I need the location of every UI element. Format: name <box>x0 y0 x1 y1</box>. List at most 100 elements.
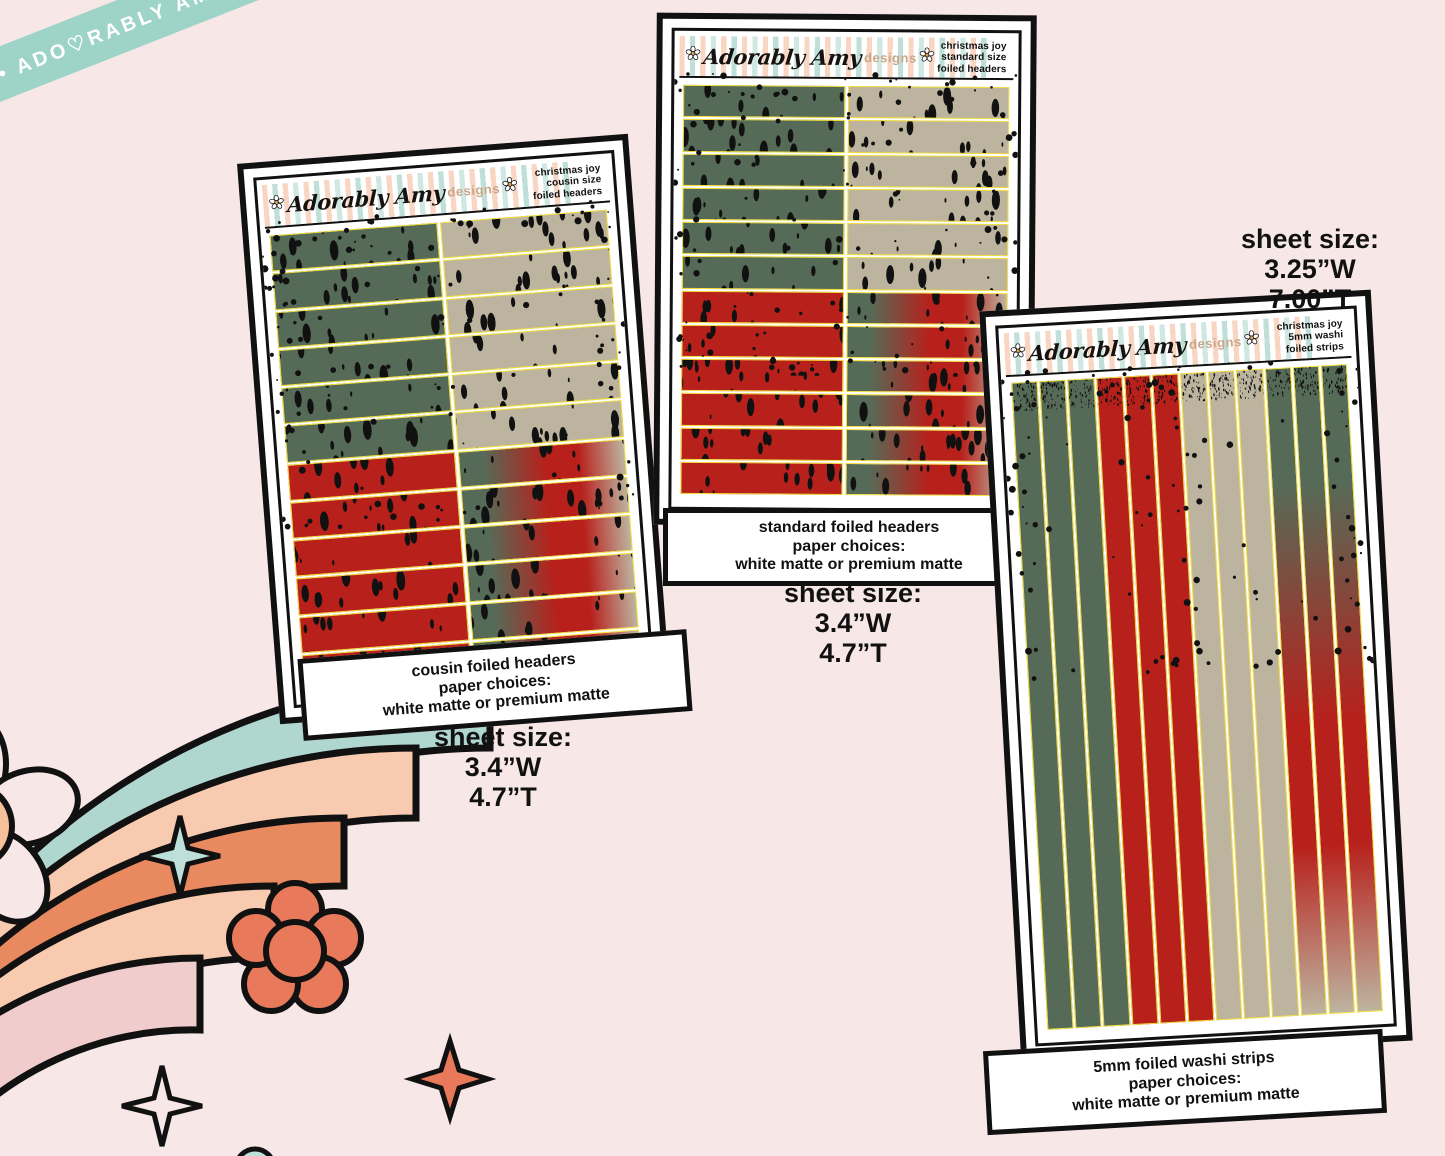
speckle-texture <box>681 290 844 324</box>
speckle-texture <box>859 428 992 462</box>
speckle-texture <box>1039 379 1071 411</box>
size-line: 4.7”T <box>819 638 887 669</box>
sticker-column-right <box>439 209 642 680</box>
speckle-texture <box>682 221 841 256</box>
logo-script: Adorably Amy <box>702 43 863 70</box>
speckle-texture <box>1320 364 1351 395</box>
speckle-texture <box>1124 375 1154 406</box>
smiley-daisy-icon <box>0 730 81 925</box>
speckle-texture <box>680 427 772 461</box>
speckle-texture <box>681 324 844 358</box>
speckle-texture <box>682 119 834 153</box>
caption-line: paper choices: <box>792 537 906 555</box>
orange-flower-icon <box>226 880 364 1014</box>
speckle-texture <box>1292 365 1322 397</box>
header-sticker[interactable] <box>682 187 845 221</box>
size-label-cousin: sheet size: 3.4”W 4.7”T <box>398 722 608 813</box>
speckle-texture <box>1151 373 1182 405</box>
header-sticker[interactable] <box>846 188 1009 223</box>
header-sticker[interactable] <box>681 324 844 358</box>
tag-line: foiled headers <box>937 63 1007 75</box>
caption-line: white matte or premium matte <box>735 556 963 574</box>
brand-logo: Adorably Amy designs <box>679 43 935 70</box>
brand-logo: Adorably Amy designs <box>262 174 518 219</box>
header-sticker[interactable] <box>680 427 843 461</box>
speckle-texture <box>1208 370 1239 402</box>
size-line: sheet size: <box>1240 224 1380 254</box>
sticker-grid <box>265 202 646 697</box>
size-line: 7.00”T <box>1268 284 1352 315</box>
size-line: 3.4”W <box>464 752 542 783</box>
header-sticker[interactable] <box>847 120 1010 154</box>
speckle-texture <box>1264 367 1296 398</box>
size-line: 3.25”W <box>1264 254 1356 285</box>
logo-designs: designs <box>1188 333 1243 352</box>
speckle-texture <box>685 256 816 290</box>
sheet-tag: christmas joy cousin size foiled headers <box>531 163 610 202</box>
size-line: sheet size: <box>433 722 573 752</box>
sticker-grid <box>676 78 1013 502</box>
tag-line: standard size <box>941 52 1007 64</box>
header-sticker[interactable] <box>680 393 843 427</box>
caption-standard: standard foiled headers paper choices: w… <box>663 508 1035 586</box>
speckle-texture <box>1011 381 1042 413</box>
speckle-texture <box>861 257 994 291</box>
caption-line: standard foiled headers <box>758 518 940 536</box>
speckle-texture <box>858 394 984 428</box>
header-sticker[interactable] <box>682 153 845 187</box>
speckle-texture <box>856 86 1005 120</box>
washi-strip-grid <box>1006 358 1388 1036</box>
header-sticker[interactable] <box>847 154 1009 188</box>
sparkle-icons <box>121 815 497 1147</box>
speckle-texture <box>700 153 836 187</box>
speckle-texture <box>1095 376 1126 407</box>
speckle-texture <box>852 188 1000 223</box>
header-sticker[interactable] <box>847 86 1010 120</box>
speckle-texture <box>1180 371 1211 403</box>
size-label-washi: sheet size: 3.25”W 7.00”T <box>1200 224 1420 315</box>
speckle-texture <box>699 461 843 495</box>
size-line: 3.4”W <box>814 608 892 639</box>
logo-designs: designs <box>863 49 917 65</box>
daisy-icon <box>919 47 935 68</box>
size-label-standard: sheet size: 3.4”W 4.7”T <box>748 578 958 669</box>
speckle-texture <box>691 393 843 427</box>
sticker-sheet-standard[interactable]: Adorably Amy designs christmas joy stand… <box>653 12 1037 528</box>
sheet-tag: christmas joy 5mm washi foiled strips <box>1277 318 1352 356</box>
sheet-tag: christmas joy standard size foiled heade… <box>937 41 1013 75</box>
header-sticker[interactable] <box>845 394 1008 428</box>
sticker-sheet-washi[interactable]: Adorably Amy designs christmas joy 5mm w… <box>979 289 1413 1063</box>
header-sticker[interactable] <box>681 256 844 290</box>
daisy-icon <box>685 45 701 66</box>
speckle-texture <box>869 231 1009 257</box>
speckle-texture <box>692 187 827 221</box>
header-sticker[interactable] <box>683 84 845 119</box>
speckle-texture <box>844 462 1007 497</box>
speckle-texture <box>681 358 838 393</box>
daisy-icon <box>1244 330 1260 351</box>
speckle-texture <box>704 84 844 119</box>
tag-line: christmas joy <box>940 40 1007 53</box>
daisy-icon <box>1010 343 1026 364</box>
header-sticker[interactable] <box>680 461 843 495</box>
logo-designs: designs <box>446 180 501 200</box>
speckle-texture <box>847 120 1003 154</box>
header-sticker[interactable] <box>682 119 845 153</box>
header-sticker[interactable] <box>681 290 844 324</box>
header-sticker[interactable] <box>846 223 1009 257</box>
sticker-column-right <box>844 86 1010 498</box>
mint-flower-icon <box>237 1146 273 1156</box>
header-sticker[interactable] <box>846 257 1009 291</box>
header-sticker[interactable] <box>844 462 1007 497</box>
rainbow-decoration <box>0 586 630 1156</box>
size-line: 4.7”T <box>469 782 537 813</box>
header-sticker[interactable] <box>682 221 844 256</box>
header-sticker[interactable] <box>681 358 843 393</box>
speckle-texture <box>1236 368 1268 400</box>
daisy-icon <box>502 176 518 197</box>
sticker-column-left <box>269 222 472 693</box>
speckle-texture <box>851 155 1006 188</box>
header-sticker[interactable] <box>845 428 1007 462</box>
size-line: sheet size: <box>783 578 923 608</box>
